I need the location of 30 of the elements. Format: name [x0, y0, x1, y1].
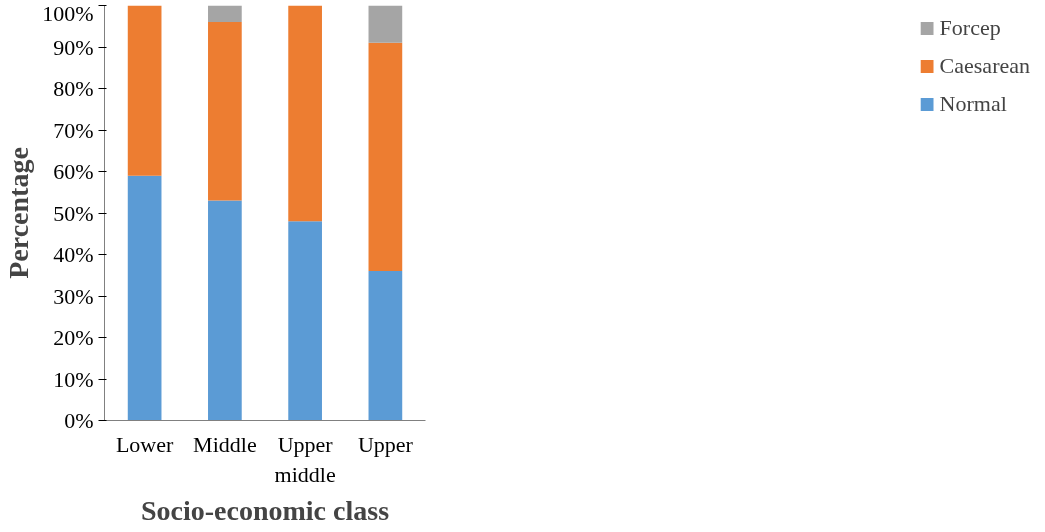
legend-label: Caesarean — [939, 53, 1030, 79]
bar — [127, 175, 162, 421]
y-tick-label: 30% — [53, 283, 94, 309]
legend-label: Forcep — [939, 15, 1001, 41]
bar — [288, 5, 322, 222]
bar — [208, 200, 242, 421]
y-tick-label: 20% — [53, 325, 94, 350]
x-tick-label: Lower — [115, 431, 175, 457]
bar — [127, 5, 162, 176]
y-tick-label: 50% — [53, 200, 94, 226]
y-axis-title: Percentage — [3, 147, 35, 279]
bar — [368, 42, 403, 272]
y-tick-label: 70% — [53, 117, 94, 143]
x-axis-title: Socio-economic class — [140, 494, 390, 526]
bar — [368, 5, 403, 43]
y-tick-label: 90% — [53, 34, 94, 60]
y-tick-label: 10% — [53, 366, 94, 392]
x-tick-label: Upper — [357, 431, 414, 457]
y-tick-label: 40% — [53, 242, 94, 267]
y-tick-label: 100% — [42, 0, 94, 26]
bar — [368, 271, 403, 421]
y-tick-label: 60% — [53, 159, 94, 184]
legend-label: Normal — [939, 91, 1007, 117]
bar — [208, 22, 242, 201]
x-tick-label: Middle — [193, 431, 257, 457]
y-tick-label: 0% — [64, 408, 94, 433]
x-tick-label: Upper middle — [274, 431, 336, 487]
bar — [208, 5, 242, 23]
y-tick-label: 80% — [53, 76, 94, 101]
bar — [288, 221, 322, 421]
